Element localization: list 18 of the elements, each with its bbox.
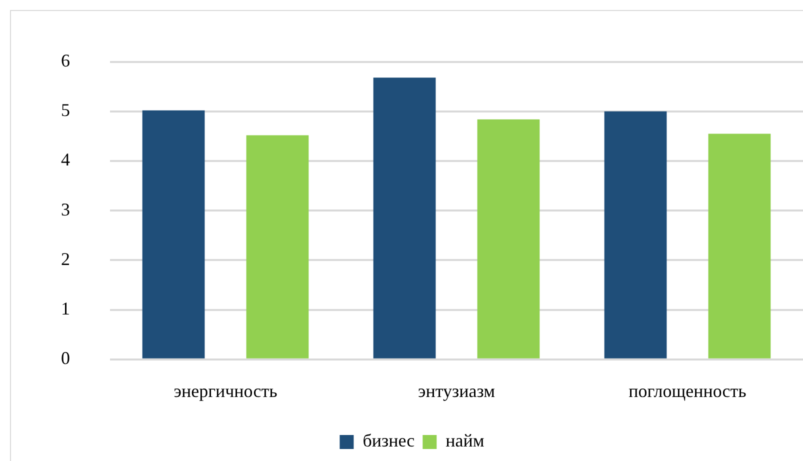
bar <box>373 78 436 358</box>
bar <box>708 134 771 358</box>
y-tick-label: 6 <box>61 50 70 71</box>
y-tick-label: 0 <box>61 348 70 368</box>
x-tick-label: энергичность <box>174 380 278 401</box>
legend-label: бизнес <box>362 430 415 451</box>
bar <box>142 110 205 358</box>
y-tick-label: 1 <box>61 298 70 319</box>
bar <box>477 119 540 358</box>
x-tick-label: поглощенность <box>628 380 746 401</box>
legend-label: найм <box>446 430 484 451</box>
y-tick-label: 4 <box>61 150 70 170</box>
y-tick-label: 2 <box>61 248 70 269</box>
y-tick-label: 5 <box>61 100 70 120</box>
y-tick-label: 3 <box>61 199 70 220</box>
bar <box>604 111 667 358</box>
x-tick-label: энтузиазм <box>418 380 495 401</box>
bar <box>246 135 309 358</box>
